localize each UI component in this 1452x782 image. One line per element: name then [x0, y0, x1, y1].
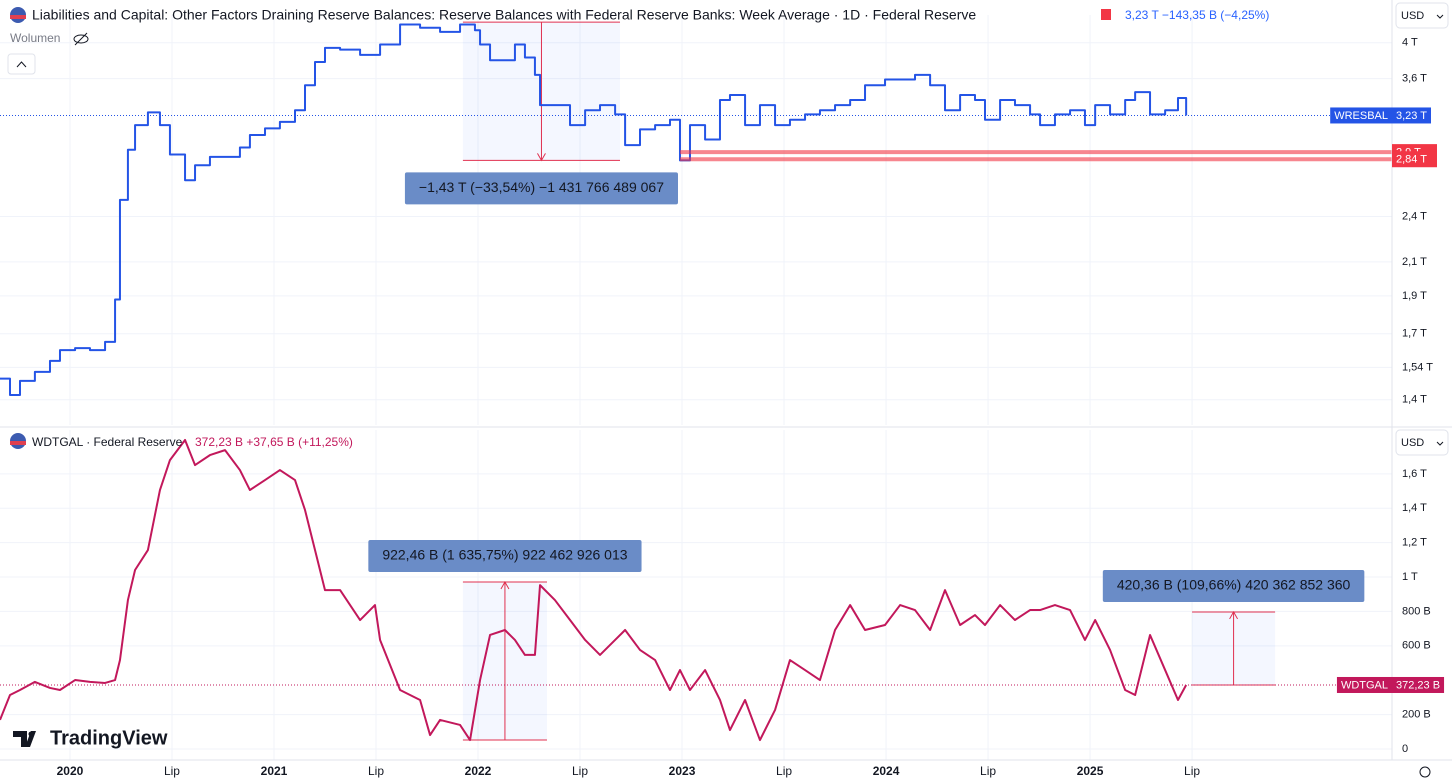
measure-label-bg [1102, 569, 1365, 602]
grid [0, 15, 1392, 760]
y-tick-label: 600 B [1402, 640, 1431, 652]
y-tick-label: 1,4 T [1402, 394, 1427, 406]
x-tick-label: 2024 [873, 764, 900, 778]
currency-chevron [1436, 441, 1444, 446]
legend-change: 372,23 B +37,65 B (+11,25%) [195, 435, 353, 449]
y-tick-label: 800 B [1402, 605, 1431, 617]
series-line [0, 23, 1188, 396]
logo-dot [28, 731, 34, 737]
y-tick-label: 1,2 T [1402, 537, 1427, 549]
eye-off-icon[interactable] [73, 32, 89, 46]
arrow-head [1229, 610, 1239, 620]
x-tick-label: Lip [572, 764, 588, 778]
y-tick-label: 2,1 T [1402, 256, 1427, 268]
y-tick-label: 1,54 T [1402, 361, 1433, 373]
measure-label-bg [404, 172, 678, 205]
price-value-bg [1392, 107, 1431, 124]
plot [0, 21, 1392, 742]
chart-title: Liabilities and Capital: Other Factors D… [32, 7, 976, 23]
price-value: 372,23 B [1396, 679, 1440, 691]
price-value: 3,23 T [1396, 110, 1427, 122]
x-tick-label: Lip [368, 764, 384, 778]
y-tick-label: 1 T [1402, 571, 1418, 583]
arrow-head [537, 153, 546, 162]
currency-label: USD [1401, 10, 1424, 22]
measure-label: 922,46 B (1 635,75%) 922 462 926 013 [382, 547, 627, 563]
hline-label: 2,84 T [1396, 154, 1427, 166]
currency-button[interactable] [1395, 2, 1449, 29]
measure-label: −1,43 T (−33,54%) −1 431 766 489 067 [419, 179, 664, 195]
price-value-bg [1392, 676, 1445, 693]
flag-marker [1101, 9, 1111, 20]
x-tick-label: Lip [776, 764, 792, 778]
x-tick-label: 2020 [57, 764, 84, 778]
y-tick-label: 200 B [1402, 709, 1431, 721]
x-tick-label: Lip [164, 764, 180, 778]
series-title: WDTGAL · Federal Reserve [32, 435, 183, 449]
y-tick-label: 1,9 T [1402, 290, 1427, 302]
x-tick-label: 2025 [1077, 764, 1104, 778]
volume-label: Wolumen [10, 31, 60, 45]
flag-stripe [10, 441, 26, 445]
settings-icon[interactable] [1419, 766, 1431, 778]
x-tick-label: 2022 [465, 764, 492, 778]
legend-change: 3,23 T −143,35 B (−4,25%) [1125, 8, 1269, 22]
x-tick-label: 2021 [261, 764, 288, 778]
measure-label-bg [368, 540, 642, 573]
measure-label: 420,36 B (109,66%) 420 362 852 360 [1117, 577, 1351, 593]
y-tick-label: 2,4 T [1402, 210, 1427, 222]
flag-stripe [10, 15, 26, 19]
y-tick-label: 4 T [1402, 37, 1418, 49]
price-name-bg [1336, 676, 1392, 693]
hline-label-bg [1392, 151, 1437, 168]
currency-chevron [1436, 14, 1444, 19]
collapse-button[interactable] [7, 53, 36, 75]
x-tick-label: Lip [1184, 764, 1200, 778]
chevron-up [16, 61, 27, 68]
y-tick-label: 0 [1402, 743, 1408, 755]
arrow-head [500, 581, 510, 590]
x-tick-label: Lip [980, 764, 996, 778]
y-tick-label: 1,7 T [1402, 328, 1427, 340]
price-name-bg [1330, 107, 1392, 124]
y-tick-label: 1,4 T [1402, 502, 1427, 514]
y-tick-label: 1,6 T [1402, 468, 1427, 480]
series-line [0, 438, 1188, 742]
x-tick-label: 2023 [669, 764, 696, 778]
price-name: WDTGAL [1341, 679, 1388, 691]
currency-label: USD [1401, 437, 1424, 449]
y-tick-label: 3,6 T [1402, 72, 1427, 84]
price-name: WRESBAL [1334, 110, 1388, 122]
currency-button[interactable] [1395, 429, 1449, 456]
logo-text: TradingView [50, 727, 168, 749]
